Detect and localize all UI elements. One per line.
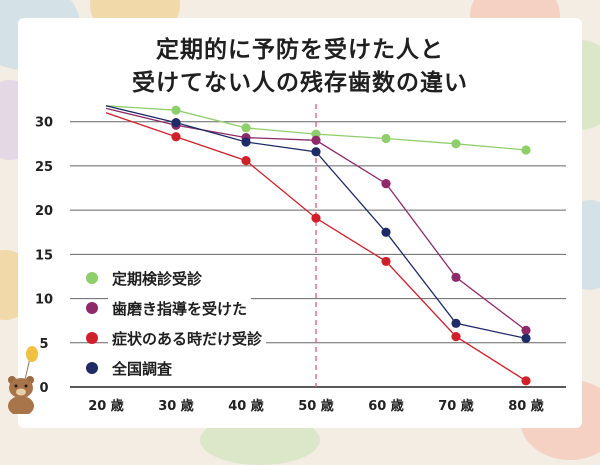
legend-dot bbox=[86, 332, 98, 344]
legend-label: 歯磨き指導を受けた bbox=[108, 297, 252, 319]
y-tick-label: 10 bbox=[35, 293, 53, 308]
data-point bbox=[381, 256, 391, 267]
legend-label: 症状のある時だけ受診 bbox=[108, 327, 267, 349]
data-point bbox=[171, 117, 181, 128]
data-point bbox=[451, 331, 461, 342]
data-point bbox=[311, 135, 321, 145]
x-tick-label: 80 歳 bbox=[508, 398, 544, 414]
y-tick-label: 20 bbox=[35, 204, 53, 219]
legend: 定期検診受診 歯磨き指導を受けた 症状のある時だけ受診 全国調査 bbox=[86, 266, 267, 386]
x-tick-label: 70 歳 bbox=[438, 398, 474, 414]
x-tick-label: 40 歳 bbox=[228, 398, 264, 414]
series bbox=[105, 105, 531, 343]
legend-dot bbox=[86, 272, 98, 284]
data-point bbox=[311, 147, 321, 157]
data-point bbox=[241, 123, 251, 133]
y-tick-label: 5 bbox=[39, 337, 48, 352]
legend-item: 歯磨き指導を受けた bbox=[86, 296, 266, 320]
series bbox=[105, 105, 531, 155]
line-chart: 0 5 10 15 20 25 30 20 歳 30 歳 40 歳 50 歳 60 歳 70 歳 80 … bbox=[35, 104, 566, 414]
data-point bbox=[451, 272, 461, 282]
data-point bbox=[311, 213, 321, 223]
data-point bbox=[521, 325, 531, 335]
chart-title-line-2: 受けてない人の残存歯数の違い bbox=[132, 70, 468, 96]
legend-label: 全国調査 bbox=[108, 357, 177, 379]
chart-title-line-1: 定期的に予防を受けた人と bbox=[156, 37, 444, 63]
x-tick-label: 30 歳 bbox=[158, 398, 194, 414]
x-axis-ticks: 20 歳 30 歳 40 歳 50 歳 60 歳 70 歳 80 歳 bbox=[88, 398, 544, 414]
data-point bbox=[171, 132, 181, 142]
legend-dot bbox=[86, 362, 98, 374]
legend-item: 定期検診受診 bbox=[86, 266, 266, 290]
data-point bbox=[451, 318, 461, 328]
bear-balloon-icon bbox=[8, 346, 38, 414]
series bbox=[105, 112, 531, 386]
data-point bbox=[381, 133, 391, 144]
legend-dot bbox=[86, 302, 98, 314]
legend-item: 全国調査 bbox=[86, 356, 266, 380]
y-tick-label: 0 bbox=[39, 381, 48, 396]
y-tick-label: 30 bbox=[35, 116, 53, 131]
y-axis-ticks: 0 5 10 15 20 25 30 bbox=[35, 116, 53, 396]
x-tick-label: 60 歳 bbox=[368, 398, 404, 414]
data-point bbox=[451, 139, 461, 149]
data-point bbox=[381, 178, 391, 189]
x-tick-label: 50 歳 bbox=[298, 398, 334, 414]
x-tick-label: 20 歳 bbox=[88, 398, 124, 414]
data-point bbox=[171, 105, 181, 115]
data-point bbox=[241, 137, 251, 147]
y-tick-label: 25 bbox=[35, 160, 53, 175]
legend-label: 定期検診受診 bbox=[108, 267, 207, 289]
data-point bbox=[241, 156, 251, 166]
data-point bbox=[521, 145, 531, 155]
data-point bbox=[521, 376, 531, 386]
data-point bbox=[381, 227, 391, 237]
y-tick-label: 15 bbox=[35, 248, 53, 263]
data-point bbox=[521, 333, 531, 343]
legend-item: 症状のある時だけ受診 bbox=[86, 326, 267, 350]
series-group bbox=[105, 105, 531, 386]
